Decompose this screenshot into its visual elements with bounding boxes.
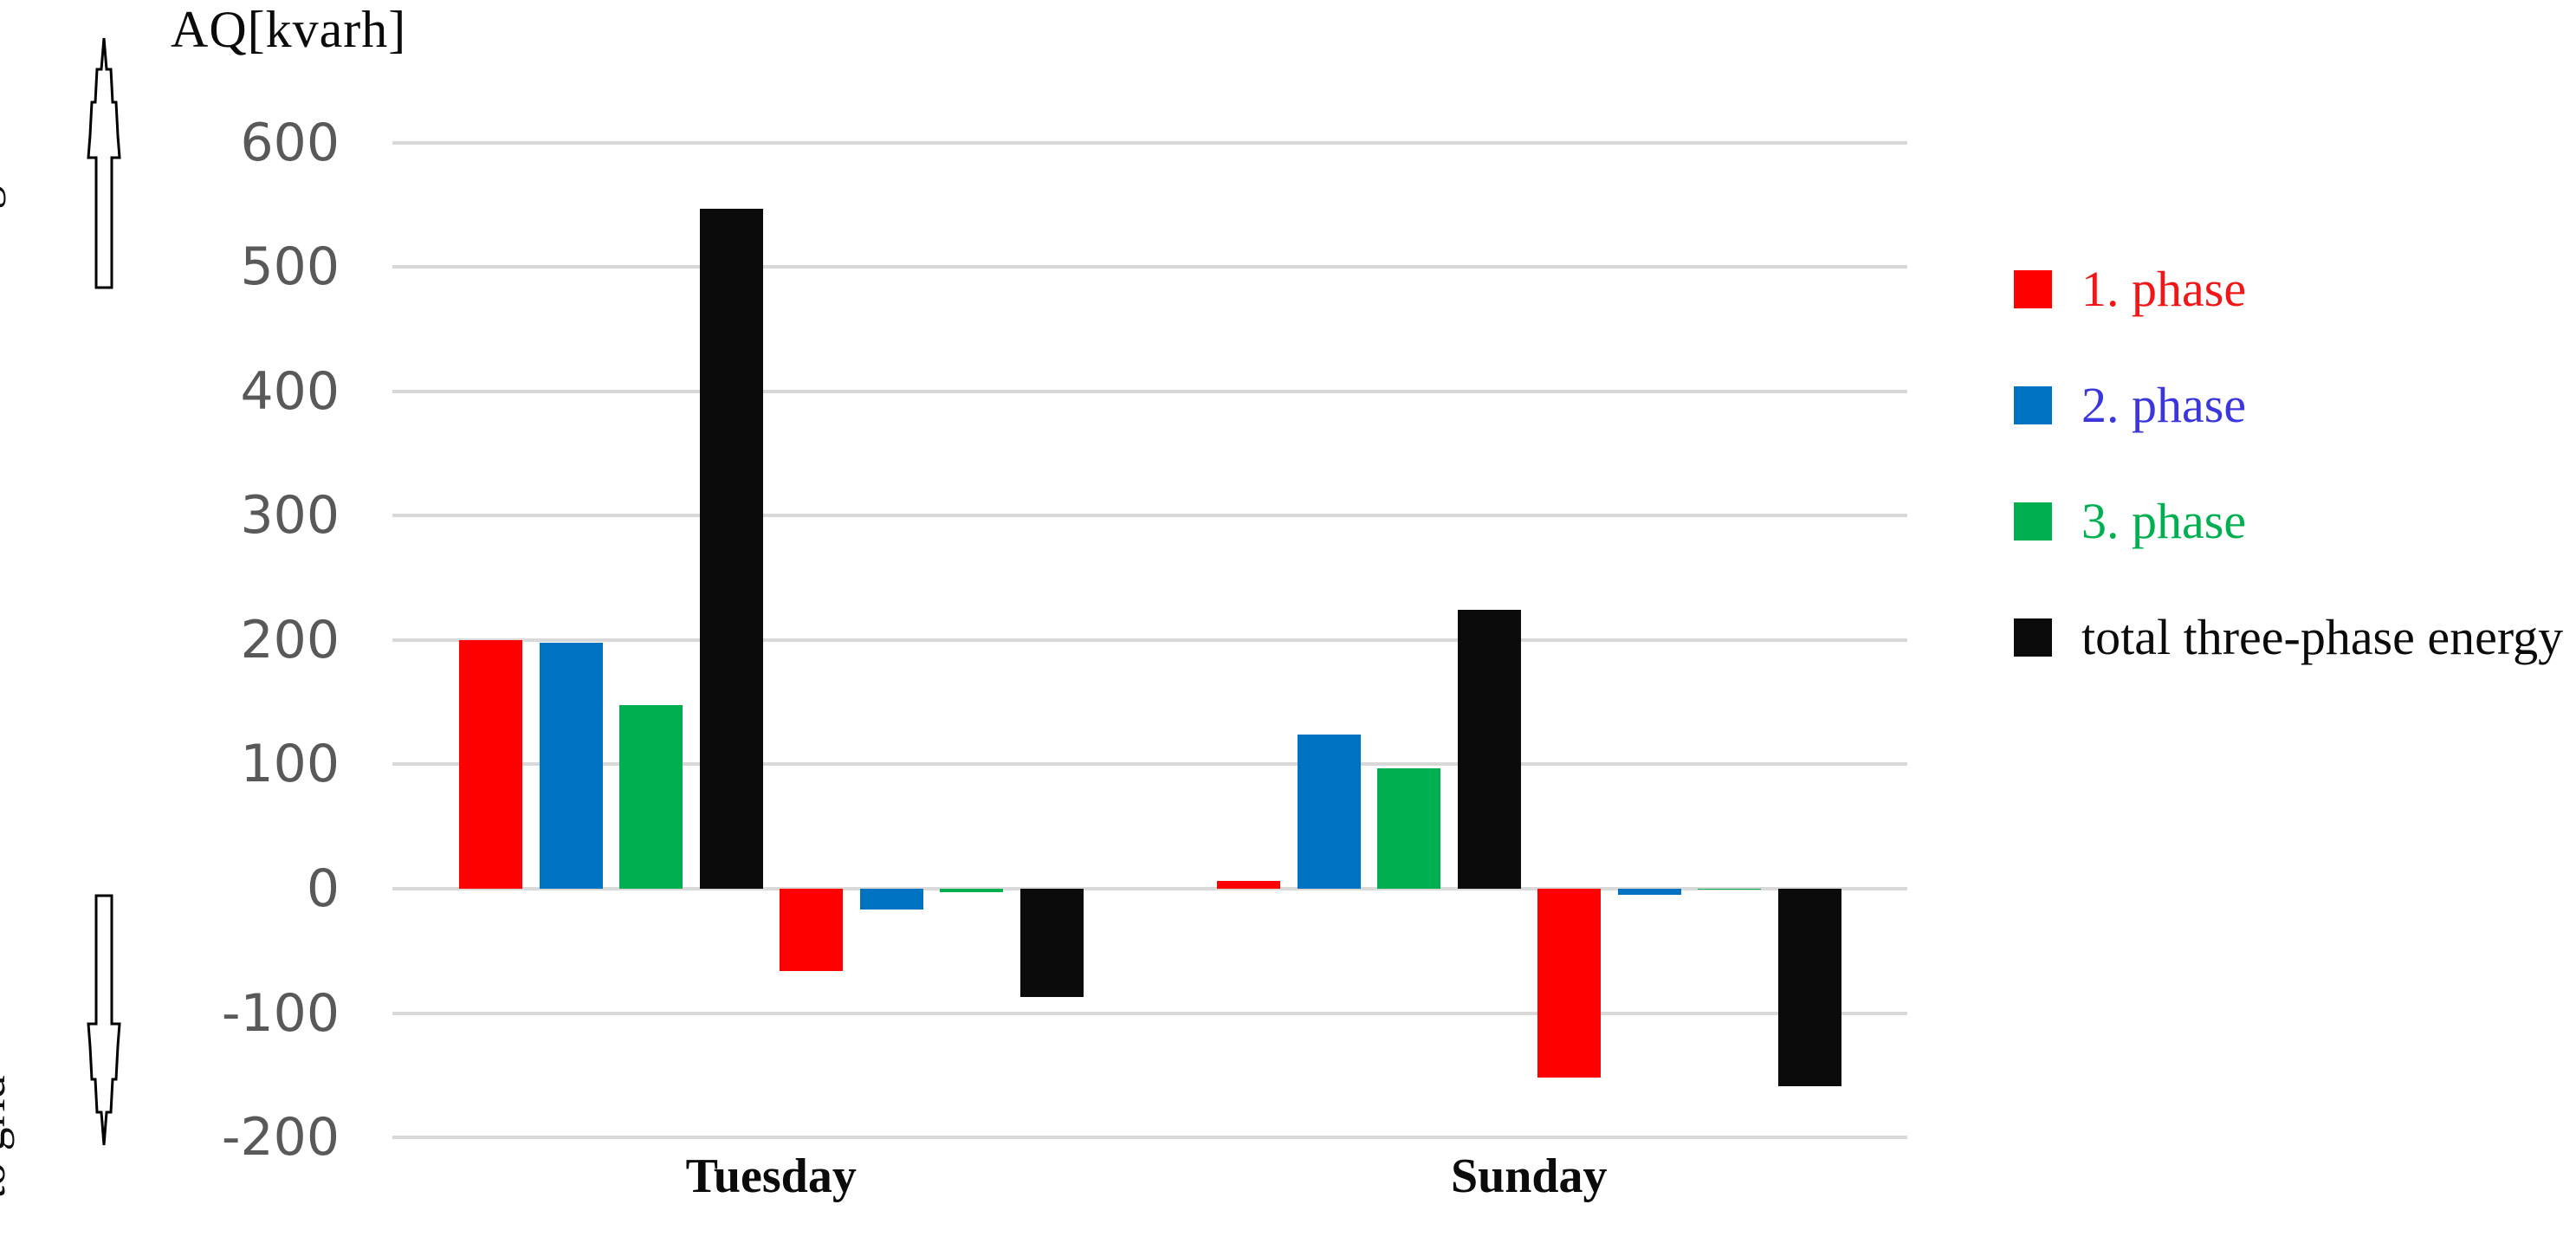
legend-item-total-three-phase-energy: total three-phase energy (2014, 612, 2563, 663)
ytick-label-200: 200 (240, 609, 340, 670)
chart-title: AQ[kvarh] (171, 1, 407, 58)
legend-swatch-icon (2014, 502, 2052, 541)
legend-item-2-phase: 2. phase (2014, 380, 2563, 431)
bar-sunday-to-grid-1-phase (1537, 889, 1601, 1078)
gridline-y-0 (392, 887, 1907, 890)
from-grid-arrow-icon (87, 37, 121, 289)
gridline-y--100 (392, 1011, 1907, 1015)
ytick-label-600: 600 (240, 112, 340, 173)
bar-sunday-to-grid-3-phase (1698, 889, 1761, 890)
category-label-tuesday: Tuesday (685, 1149, 857, 1203)
gridline-y-100 (392, 762, 1907, 767)
bar-sunday-from-grid-3-phase (1377, 767, 1440, 889)
ytick-label-500: 500 (240, 236, 340, 298)
legend-swatch-icon (2014, 386, 2052, 424)
ytick-label-300: 300 (240, 485, 340, 547)
to-grid-arrow-icon (87, 894, 121, 1146)
gridline-y-200 (392, 638, 1907, 642)
ytick-label-400: 400 (240, 360, 340, 422)
bar-tuesday-from-grid-2-phase (539, 642, 603, 889)
legend-label: 1. phase (2081, 261, 2247, 317)
bar-sunday-to-grid-total-three-phase-energy (1777, 889, 1841, 1087)
gridline-y--200 (392, 1136, 1907, 1140)
chart-legend: 1. phase 2. phase 3. phase total three-phas… (2014, 264, 2563, 735)
legend-item-1-phase: 1. phase (2014, 264, 2563, 314)
legend-label: total three-phase energy (2081, 609, 2564, 665)
legend-swatch-icon (2014, 270, 2052, 308)
bar-tuesday-to-grid-1-phase (780, 889, 843, 971)
gridline-y-600 (392, 140, 1907, 145)
bar-tuesday-from-grid-3-phase (619, 704, 683, 889)
ytick-label-100: 100 (240, 734, 340, 795)
gridline-y-400 (392, 389, 1907, 393)
bar-tuesday-to-grid-total-three-phase-energy (1019, 889, 1084, 997)
category-label-sunday: Sunday (1450, 1149, 1608, 1203)
legend-label: 3. phase (2081, 493, 2247, 549)
bar-tuesday-from-grid-1-phase (459, 639, 522, 889)
bar-tuesday-from-grid-total-three-phase-energy (699, 208, 763, 889)
bar-sunday-from-grid-2-phase (1297, 734, 1361, 889)
gridline-y-500 (392, 265, 1907, 269)
bar-tuesday-to-grid-2-phase (859, 889, 923, 910)
bar-sunday-to-grid-2-phase (1617, 889, 1681, 896)
bar-sunday-from-grid-total-three-phase-energy (1457, 610, 1521, 889)
legend-swatch-icon (2014, 618, 2052, 657)
ytick-label--200: -200 (221, 1107, 340, 1169)
ytick-label-0: 0 (306, 858, 340, 919)
ytick-label--100: -100 (221, 982, 340, 1044)
legend-label: 2. phase (2081, 377, 2247, 433)
bar-sunday-from-grid-1-phase (1217, 881, 1280, 889)
gridline-y-300 (392, 514, 1907, 518)
legend-item-3-phase: 3. phase (2014, 496, 2563, 547)
bar-tuesday-to-grid-3-phase (940, 889, 1003, 893)
